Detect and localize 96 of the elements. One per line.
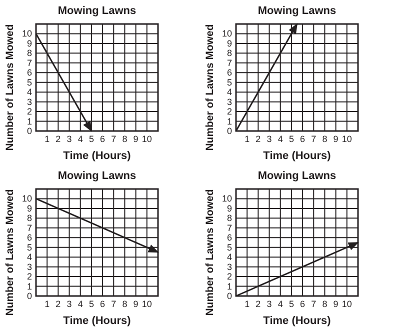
- x-tick-label: 2: [56, 134, 61, 144]
- x-tick-label: 7: [111, 299, 116, 309]
- y-tick-label: 1: [226, 116, 232, 126]
- x-tick-label: 8: [122, 134, 128, 144]
- x-tick-label: 5: [88, 299, 94, 309]
- y-tick-label: 0: [26, 291, 32, 301]
- y-tick-label: 4: [226, 252, 232, 262]
- y-tick-label: 3: [226, 262, 232, 272]
- y-tick-label: 1: [226, 281, 232, 292]
- x-tick-label: 10: [342, 299, 352, 309]
- y-tick-label: 9: [226, 38, 232, 48]
- y-tick-label: 1: [26, 116, 32, 126]
- y-tick-label: 6: [226, 68, 232, 78]
- chart-title: Mowing Lawns: [58, 5, 136, 17]
- y-tick-label: 1: [26, 281, 32, 292]
- y-tick-label: 8: [226, 213, 232, 224]
- y-tick-label: 4: [26, 252, 32, 262]
- y-tick-label: 5: [26, 77, 32, 88]
- x-tick-label: 4: [78, 134, 83, 144]
- x-tick-label: 1: [244, 134, 250, 144]
- y-tick-label: 7: [226, 58, 232, 68]
- x-tick-label: 10: [342, 134, 352, 144]
- y-tick-label: 10: [222, 28, 232, 39]
- x-tick-label: 3: [266, 134, 272, 144]
- x-axis-title: Time (Hours): [263, 150, 332, 162]
- x-tick-label: 4: [278, 299, 283, 309]
- y-tick-label: 6: [26, 232, 32, 243]
- y-tick-label: 2: [226, 106, 232, 117]
- y-tick-label: 7: [226, 222, 232, 233]
- x-tick-label: 1: [44, 134, 50, 144]
- y-tick-label: 0: [226, 291, 232, 301]
- y-tick-label: 7: [26, 58, 32, 68]
- y-tick-label: 8: [226, 48, 232, 58]
- x-tick-label: 9: [133, 134, 138, 144]
- y-tick-label: 4: [26, 87, 32, 98]
- x-tick-label: 1: [44, 299, 50, 309]
- x-tick-label: 5: [288, 299, 294, 309]
- x-tick-label: 7: [311, 134, 316, 144]
- y-tick-label: 5: [226, 77, 232, 88]
- x-tick-label: 10: [142, 134, 152, 144]
- y-tick-label: 6: [26, 68, 32, 78]
- y-tick-label: 10: [22, 194, 32, 204]
- chart-title: Mowing Lawns: [258, 170, 336, 182]
- x-tick-label: 2: [256, 134, 261, 144]
- x-tick-label: 9: [333, 299, 338, 309]
- x-tick-label: 10: [142, 299, 152, 309]
- y-tick-label: 10: [22, 28, 32, 39]
- x-tick-label: 8: [322, 299, 328, 309]
- y-axis-title: Number of Lawns Mowed: [4, 24, 16, 151]
- x-tick-label: 8: [122, 299, 128, 309]
- y-tick-label: 2: [26, 106, 32, 117]
- y-tick-label: 8: [26, 213, 32, 224]
- x-axis-title: Time (Hours): [63, 150, 132, 162]
- y-tick-label: 3: [26, 262, 32, 272]
- y-axis-title: Number of Lawns Mowed: [204, 24, 216, 151]
- y-tick-label: 0: [26, 126, 32, 136]
- x-tick-label: 6: [300, 299, 306, 309]
- x-axis-title: Time (Hours): [263, 315, 332, 327]
- x-tick-label: 5: [88, 134, 94, 144]
- y-axis-title: Number of Lawns Mowed: [204, 189, 216, 316]
- x-tick-label: 2: [256, 299, 261, 309]
- y-tick-label: 10: [222, 194, 232, 204]
- y-tick-label: 9: [26, 203, 32, 214]
- y-tick-label: 5: [26, 242, 32, 252]
- y-tick-label: 2: [26, 272, 32, 282]
- x-tick-label: 1: [244, 299, 250, 309]
- x-tick-label: 9: [133, 299, 138, 309]
- y-tick-label: 6: [226, 232, 232, 243]
- y-tick-label: 2: [226, 272, 232, 282]
- x-tick-label: 4: [278, 134, 283, 144]
- x-tick-label: 7: [111, 134, 116, 144]
- y-tick-label: 5: [226, 242, 232, 252]
- y-tick-label: 9: [226, 203, 232, 214]
- y-axis-title: Number of Lawns Mowed: [4, 189, 16, 316]
- x-tick-label: 7: [311, 299, 316, 309]
- x-tick-label: 9: [333, 134, 338, 144]
- x-tick-label: 6: [100, 299, 106, 309]
- y-tick-label: 9: [26, 38, 32, 48]
- x-tick-label: 2: [56, 299, 61, 309]
- x-tick-label: 6: [100, 134, 106, 144]
- x-tick-label: 4: [78, 299, 83, 309]
- y-tick-label: 3: [226, 96, 232, 107]
- x-tick-label: 6: [300, 134, 306, 144]
- y-tick-label: 7: [26, 222, 32, 233]
- y-tick-label: 3: [26, 96, 32, 107]
- chart-title: Mowing Lawns: [258, 5, 336, 17]
- y-tick-label: 0: [226, 126, 232, 136]
- y-tick-label: 4: [226, 87, 232, 98]
- x-tick-label: 8: [322, 134, 328, 144]
- x-tick-label: 5: [288, 134, 294, 144]
- x-tick-label: 3: [266, 299, 272, 309]
- x-axis-title: Time (Hours): [63, 315, 132, 327]
- chart-title: Mowing Lawns: [58, 170, 136, 182]
- y-tick-label: 8: [26, 48, 32, 58]
- x-tick-label: 3: [66, 134, 72, 144]
- x-tick-label: 3: [66, 299, 72, 309]
